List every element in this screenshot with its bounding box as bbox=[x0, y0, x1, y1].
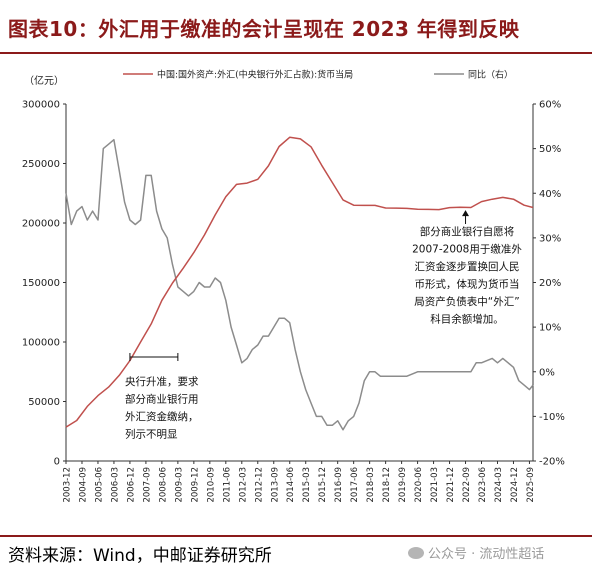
chart-svg: （亿元） 0 50000 100000 150000 200000 250000 300000… bbox=[22, 69, 565, 503]
x-tick-label: 2005-06 bbox=[94, 467, 104, 503]
x-tick-label: 2009-03 bbox=[174, 467, 184, 503]
y-left-tick-label: 300000 bbox=[22, 100, 60, 111]
x-tick-label: 2016-09 bbox=[334, 467, 344, 503]
x-tick-label: 2004-09 bbox=[78, 467, 88, 503]
x-tick-label: 2018-03 bbox=[366, 467, 376, 503]
annotation-arrow-head bbox=[462, 210, 470, 217]
annotation-text-left: 部分商业银行用 bbox=[125, 393, 199, 406]
x-tick-label: 2003-12 bbox=[63, 467, 73, 503]
x-tick-label: 2020-06 bbox=[414, 467, 424, 503]
x-tick-label: 2025-09 bbox=[526, 467, 536, 503]
x-tick-label: 2008-06 bbox=[158, 467, 168, 503]
x-tick-label: 2014-06 bbox=[286, 467, 296, 503]
x-tick-label: 2023-06 bbox=[478, 467, 488, 503]
y-right-tick-label: -20% bbox=[539, 457, 565, 468]
y-right-tick-label: 10% bbox=[539, 323, 561, 334]
title-rule bbox=[0, 52, 592, 54]
annotation-text-right: 币形式，体现为货币当 bbox=[415, 278, 520, 291]
source-note: 资料来源：Wind，中邮证券研究所 bbox=[8, 546, 272, 566]
annotation-text-left: 央行升准，要求 bbox=[125, 375, 199, 388]
y-right-tick-label: -10% bbox=[539, 412, 565, 423]
x-tick-label: 2012-12 bbox=[254, 467, 264, 503]
legend-label-fx: 中国:国外资产:外汇(中央银行外汇占款):货币当局 bbox=[157, 69, 353, 81]
left-unit-label: （亿元） bbox=[24, 74, 64, 87]
legend-label-yoy: 同比（右） bbox=[468, 69, 513, 81]
y-left-tick-label: 100000 bbox=[22, 338, 60, 349]
x-tick-label: 2015-12 bbox=[318, 467, 328, 503]
annotation-text-left: 外汇资金缴纳， bbox=[125, 410, 199, 423]
y-left-tick-label: 50000 bbox=[28, 397, 60, 408]
x-tick-label: 2017-06 bbox=[350, 467, 360, 503]
series-yoy-line bbox=[65, 138, 534, 431]
y-right-tick-label: 60% bbox=[539, 100, 561, 111]
y-right-tick-label: 30% bbox=[539, 233, 561, 244]
annotation-text-left: 列示不明显 bbox=[125, 428, 178, 441]
footer-rule bbox=[0, 535, 592, 537]
chart-title: 图表10：外汇用于缴准的会计呈现在 2023 年得到反映 bbox=[8, 17, 520, 41]
y-right-tick-label: 0% bbox=[539, 367, 555, 378]
x-tick-label: 2006-03 bbox=[110, 467, 120, 503]
x-tick-label: 2009-12 bbox=[190, 467, 200, 503]
x-tick-label: 2019-09 bbox=[398, 467, 408, 503]
y-left-tick-label: 200000 bbox=[22, 219, 60, 230]
annotation-text-right: 科目余额增加。 bbox=[430, 313, 504, 326]
wechat-icon bbox=[408, 547, 424, 559]
x-tick-label: 2012-03 bbox=[238, 467, 248, 503]
x-tick-label: 2011-06 bbox=[222, 467, 232, 503]
y-left-tick-label: 250000 bbox=[22, 159, 60, 170]
annotation-text-right: 汇资金逐步置换回人民 bbox=[415, 260, 520, 273]
series-fx-line bbox=[65, 136, 534, 428]
x-tick-label: 2007-09 bbox=[142, 467, 152, 503]
x-tick-label: 2013-09 bbox=[270, 467, 280, 503]
x-tick-label: 2015-03 bbox=[302, 467, 312, 503]
x-tick-label: 2024-03 bbox=[494, 467, 504, 503]
x-tick-label: 2018-12 bbox=[382, 467, 392, 503]
annotation-text-right: 局资产负债表中“外汇” bbox=[414, 295, 519, 308]
annotation-text-right: 部分商业银行自愿将 bbox=[420, 225, 515, 238]
watermark: 公众号 · 流动性超话 bbox=[408, 543, 544, 562]
annotation-text-right: 2007-2008用于缴准外 bbox=[412, 243, 522, 256]
x-tick-label: 2010-09 bbox=[206, 467, 216, 503]
y-right-tick-label: 40% bbox=[539, 189, 561, 200]
x-tick-label: 2006-12 bbox=[126, 467, 136, 503]
watermark-text: 公众号 · 流动性超话 bbox=[428, 547, 545, 562]
y-right-tick-label: 50% bbox=[539, 144, 561, 155]
y-left-tick-label: 150000 bbox=[22, 278, 60, 289]
title-bar: 图表10：外汇用于缴准的会计呈现在 2023 年得到反映 bbox=[0, 0, 592, 52]
x-tick-label: 2022-09 bbox=[462, 467, 472, 503]
x-tick-label: 2021-03 bbox=[430, 467, 440, 503]
y-left-tick-label: 0 bbox=[54, 457, 60, 468]
y-right-tick-label: 20% bbox=[539, 278, 561, 289]
x-tick-label: 2021-12 bbox=[446, 467, 456, 503]
x-tick-label: 2024-12 bbox=[510, 467, 520, 503]
